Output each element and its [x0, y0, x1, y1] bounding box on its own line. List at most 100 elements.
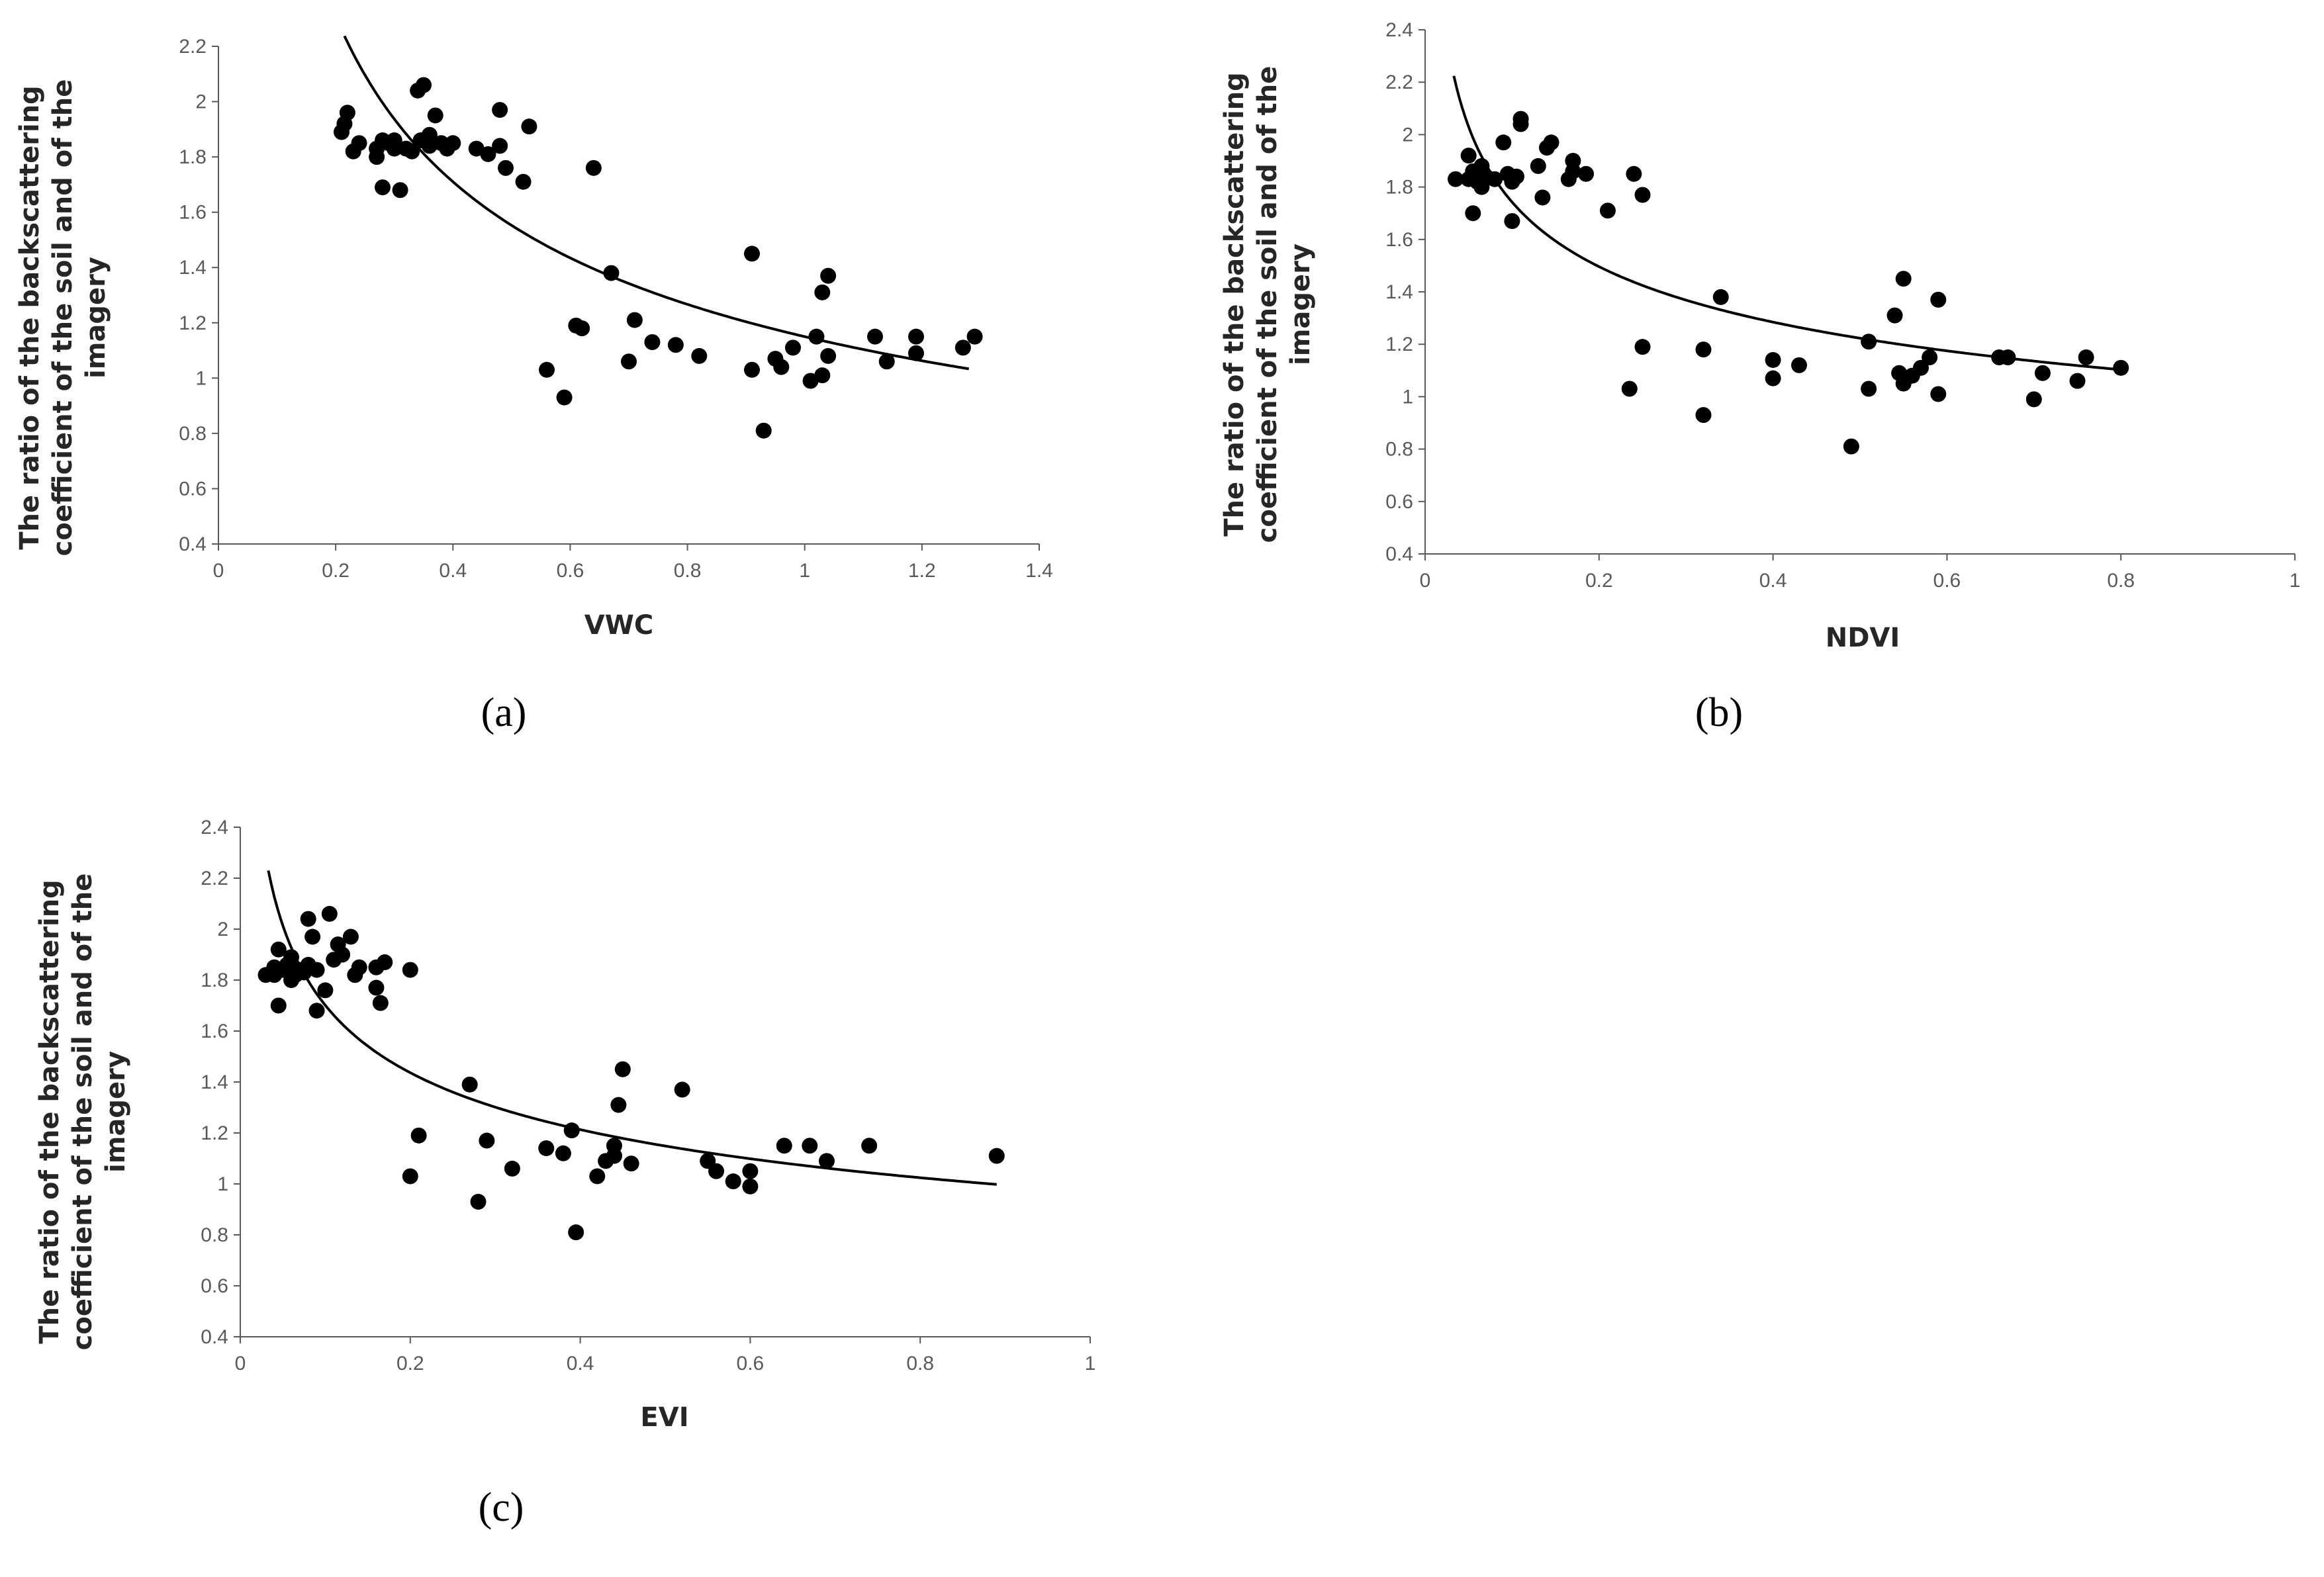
chart-a-ytick-label: 2: [195, 91, 207, 113]
chart-b-data-point: [1465, 205, 1481, 222]
chart-c-ytick-label: 0.8: [201, 1224, 228, 1246]
chart-c-data-point: [504, 1160, 520, 1177]
chart-a-xtick-label: 0.2: [322, 560, 349, 582]
chart-c-data-point: [402, 1168, 418, 1185]
chart-a-data-point: [539, 361, 555, 378]
chart-b-ytick-label: 1.2: [1385, 334, 1413, 355]
chart-a-ylabel-line-1: The ratio of the backscattering: [15, 85, 45, 550]
chart-b-xlabel: NDVI: [1826, 623, 1900, 653]
chart-a-data-point: [416, 77, 432, 93]
chart-b-data-point: [1861, 334, 1877, 350]
chart-a-ytick-label: 1.6: [179, 202, 207, 224]
chart-b-data-point: [2025, 391, 2042, 408]
chart-b-ytick-label: 2.4: [1385, 19, 1413, 41]
chart-b-data-point: [1634, 339, 1651, 355]
chart-b-data-point: [2034, 365, 2051, 381]
chart-a-ylabel: The ratio of the backscattering coeffici…: [15, 79, 111, 557]
chart-b-data-point: [1712, 289, 1729, 305]
chart-b-xtick-label: 0.4: [1759, 570, 1787, 592]
chart-a-data-point: [908, 328, 924, 345]
chart-c-ylabel-line-2: coefficient of the soil and of the: [68, 874, 98, 1351]
chart-b-data-point: [1460, 148, 1477, 164]
chart-c-xtick-label: 0.4: [567, 1353, 594, 1374]
chart-a-ytick-label: 0.4: [179, 533, 207, 555]
chart-b-trendline: [1452, 75, 2121, 371]
chart-a-data-point: [498, 159, 514, 176]
chart-a-data-point: [392, 182, 408, 199]
chart-b-ytick-label: 1.4: [1385, 281, 1413, 303]
chart-c-xtick-label: 0.6: [737, 1353, 765, 1374]
chart-a-data-point: [585, 159, 602, 176]
chart-c-ytick-label: 1: [217, 1173, 228, 1195]
chart-c-data-point: [568, 1224, 584, 1241]
chart-b-data-point: [1695, 407, 1712, 424]
chart-a-data-point: [492, 102, 508, 118]
chart-a-ytick-label: 1: [195, 367, 207, 389]
chart-b-data-point: [1843, 438, 1859, 455]
chart-c-xtick-label: 1: [1085, 1353, 1096, 1374]
chart-a-data-point: [404, 143, 420, 159]
chart-c-data-point: [377, 954, 393, 971]
chart-c-ytick-label: 1.4: [201, 1071, 228, 1093]
chart-c-ytick-label: 1.6: [201, 1020, 228, 1042]
chart-c-ytick-label: 1.8: [201, 969, 228, 991]
chart-a-data-point: [492, 138, 508, 154]
chart-b-ytick-label: 2: [1402, 124, 1413, 146]
chart-c-data-point: [818, 1153, 835, 1169]
chart-c-data-point: [563, 1122, 580, 1139]
chart-c-data-point: [470, 1193, 487, 1210]
chart-c-data-point: [461, 1076, 478, 1093]
chart-a-data-point: [375, 179, 391, 196]
chart-b-data-point: [1895, 271, 1912, 287]
chart-c-data-point: [614, 1061, 631, 1077]
chart-c-data-point: [988, 1148, 1005, 1164]
chart-c-ytick-label: 2.4: [201, 817, 228, 838]
chart-b-data-point: [1930, 291, 1947, 308]
chart-c-data-point: [555, 1145, 571, 1161]
chart-a-data-point: [574, 320, 590, 337]
chart-a-ytick-label: 0.6: [179, 478, 207, 500]
chart-a-xtick-label: 0.4: [439, 560, 467, 582]
chart-b-data-point: [1495, 134, 1512, 151]
chart-b-data-point: [1504, 213, 1520, 230]
chart-a-data-point: [814, 367, 831, 384]
chart-a-data-point: [691, 347, 708, 364]
chart-b-data-point: [1626, 165, 1642, 182]
chart-a-data-point: [515, 173, 532, 190]
chart-b-data-point: [1487, 171, 1503, 187]
chart-c-plot: 0.4 0.6 0.8 1 1.2 1.4 1.6 1.8 2 2.2 2.4 0 0.2 0.4 0.6 0…: [201, 817, 1095, 1374]
chart-b-ylabel-line-3: imagery: [1285, 244, 1316, 365]
chart-a-trendline: [343, 35, 970, 371]
chart-a-data-point: [621, 353, 637, 370]
chart-c-data-point: [317, 982, 334, 999]
chart-c-data-point: [300, 911, 316, 927]
chart-c-data-point: [802, 1138, 818, 1154]
chart-c-xtick-label: 0.8: [906, 1353, 934, 1374]
chart-c-ytick-label: 0.4: [201, 1326, 228, 1348]
chart-b: The ratio of the backscattering coeffici…: [1219, 19, 2300, 735]
chart-a-data-point: [908, 345, 924, 361]
chart-b-data-point: [1791, 357, 1808, 373]
chart-c-data-point: [402, 962, 418, 978]
chart-c-data-point: [270, 997, 287, 1014]
chart-a-data-point: [339, 105, 355, 121]
chart-a-ytick-label: 1.8: [179, 146, 207, 168]
chart-c-data-point: [742, 1163, 759, 1179]
chart-c-data-point: [321, 905, 338, 922]
chart-a-data-point: [820, 347, 837, 364]
chart-c-data-point: [334, 946, 351, 963]
chart-a-xtick-label: 1: [799, 560, 810, 582]
chart-b-ytick-label: 0.8: [1385, 439, 1413, 461]
chart-a-ylabel-line-2: coefficient of the soil and of the: [48, 79, 78, 557]
chart-b-xtick-label: 0: [1420, 570, 1431, 592]
chart-c-ytick-label: 2: [217, 919, 228, 940]
chart-a-data-point: [445, 135, 461, 152]
chart-a-data-point: [785, 339, 801, 356]
chart-c-data-point: [283, 949, 300, 966]
chart-b-ylabel-line-1: The ratio of the backscattering: [1219, 72, 1250, 537]
chart-c-xtick-label: 0.2: [396, 1353, 424, 1374]
chart-c-data-point: [304, 928, 321, 945]
chart-b-data-point: [1599, 203, 1616, 219]
chart-c-ytick-label: 1.2: [201, 1122, 228, 1144]
